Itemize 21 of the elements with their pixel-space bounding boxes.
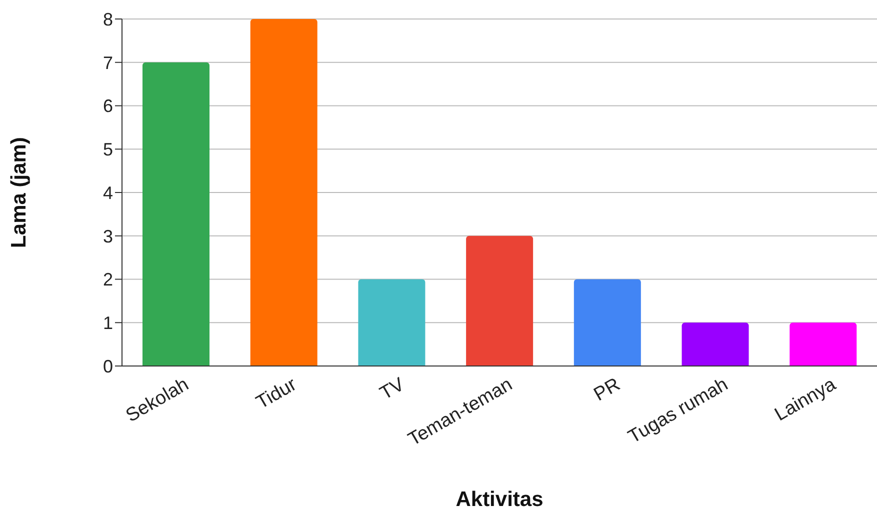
y-tick-label: 3 <box>102 226 113 246</box>
x-tick-label: PR <box>590 374 624 406</box>
y-tick-label: 1 <box>102 313 113 334</box>
y-tick-label: 2 <box>102 270 113 290</box>
x-axis-title: Aktivitas <box>456 488 544 511</box>
bar <box>466 236 534 366</box>
x-tick-label: TV <box>376 374 408 404</box>
bar <box>250 19 318 366</box>
x-tick-label: Tidur <box>252 374 301 414</box>
y-tick-label: 4 <box>102 182 113 203</box>
bar <box>682 322 749 366</box>
y-tick-label: 6 <box>102 96 113 116</box>
y-tick-label: 0 <box>102 356 113 376</box>
y-tick-label: 5 <box>102 140 113 160</box>
y-tick-label: 8 <box>102 9 113 30</box>
bar <box>574 279 641 366</box>
y-axis-title: Lama (jam) <box>7 137 30 248</box>
bar <box>790 322 857 366</box>
y-tick-label: 7 <box>102 52 113 73</box>
bar <box>142 62 210 366</box>
bar <box>358 279 426 366</box>
